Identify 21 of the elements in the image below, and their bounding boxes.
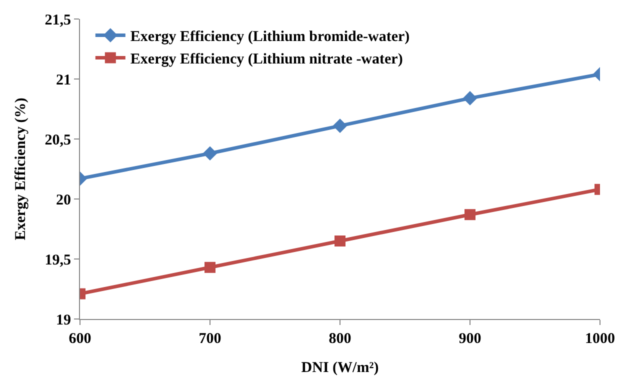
x-tick-label: 700	[198, 331, 222, 347]
y-tick-label: 19	[56, 312, 71, 328]
y-tick-label: 19,5	[44, 252, 71, 268]
y-tick-label: 20	[56, 192, 71, 208]
point	[332, 118, 348, 133]
point	[202, 146, 218, 161]
y-tick-label: 20,5	[44, 132, 71, 148]
x-tick-label: 900	[458, 331, 482, 347]
point	[204, 262, 216, 273]
legend-label: Exergy Efficiency (Lithium bromide-water)	[130, 29, 410, 46]
y-tick-label: 21,5	[44, 12, 71, 28]
y-tick-label: 21	[56, 72, 71, 88]
y-axis-title: Exergy Efficiency (%)	[13, 98, 29, 240]
legend-label: Exergy Efficiency (Lithium nitrate -water)	[130, 52, 403, 68]
x-tick-label: 600	[68, 331, 92, 347]
x-axis-title: DNI (W/m²)	[301, 360, 379, 376]
point	[462, 91, 478, 106]
point	[334, 236, 346, 246]
x-tick-label: 800	[328, 331, 352, 347]
point	[464, 209, 476, 220]
x-tick-label: 1000	[585, 331, 615, 347]
